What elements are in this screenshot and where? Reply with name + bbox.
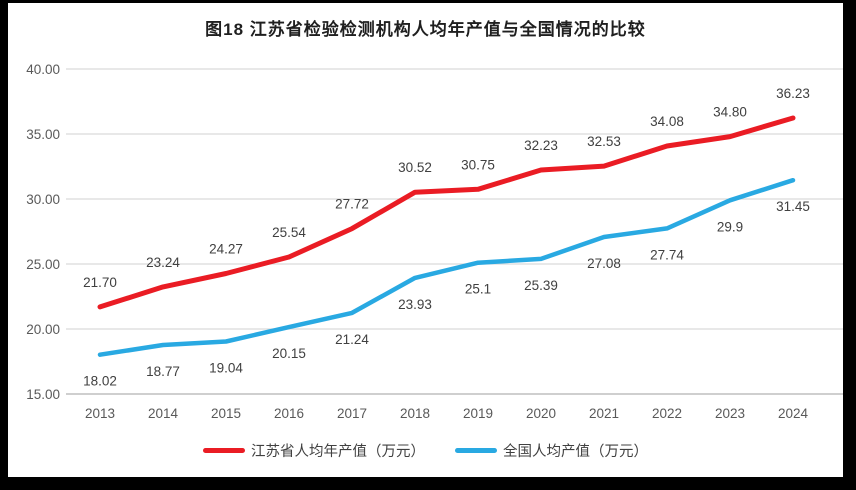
chart-title: 图18 江苏省检验检测机构人均年产值与全国情况的比较 — [205, 20, 646, 39]
x-axis-label: 2024 — [778, 406, 809, 421]
data-label-series-0: 30.52 — [398, 160, 432, 175]
data-label-series-1: 18.77 — [146, 364, 180, 379]
data-label-series-1: 19.04 — [209, 360, 243, 375]
legend-item-national: 全国人均产值（万元） — [455, 440, 648, 461]
x-axis-label: 2017 — [337, 406, 367, 421]
national-series-swatch-icon — [455, 448, 497, 453]
x-axis-label: 2014 — [148, 406, 179, 421]
y-tick-label: 35.00 — [26, 127, 60, 142]
y-tick-label: 15.00 — [26, 387, 60, 402]
line-chart: 40.00 35.00 30.00 25.00 20.00 15.00 2013 2014 20… — [26, 62, 843, 421]
data-label-series-1: 27.08 — [587, 256, 621, 271]
chart-legend: 江苏省人均年产值（万元） 全国人均产值（万元） — [8, 440, 843, 461]
legend-label-national: 全国人均产值（万元） — [503, 444, 648, 460]
x-axis-label: 2022 — [652, 406, 682, 421]
legend-item-jiangsu: 江苏省人均年产值（万元） — [203, 440, 425, 461]
y-tick-label: 40.00 — [26, 62, 60, 77]
data-label-series-1: 27.74 — [650, 247, 684, 262]
jiangsu-series-swatch-icon — [203, 448, 245, 453]
y-tick-label: 25.00 — [26, 257, 60, 272]
data-label-series-0: 23.24 — [146, 255, 180, 270]
y-tick-label: 30.00 — [26, 192, 60, 207]
data-label-series-0: 27.72 — [335, 197, 369, 212]
data-label-series-0: 25.54 — [272, 225, 306, 240]
data-label-series-0: 21.70 — [83, 275, 117, 290]
x-axis-label: 2021 — [589, 406, 619, 421]
series-line-0 — [97, 115, 796, 310]
data-label-series-1: 25.1 — [465, 282, 491, 297]
x-axis-label: 2020 — [526, 406, 556, 421]
y-tick-label: 20.00 — [26, 322, 60, 337]
x-axis-label: 2019 — [463, 406, 493, 421]
legend-label-jiangsu: 江苏省人均年产值（万元） — [251, 444, 425, 460]
data-label-series-0: 34.08 — [650, 114, 684, 129]
data-label-series-0: 34.80 — [713, 105, 747, 120]
x-axis-label: 2023 — [715, 406, 745, 421]
x-axis-label: 2013 — [85, 406, 115, 421]
data-label-series-1: 25.39 — [524, 278, 558, 293]
data-label-series-1: 18.02 — [83, 374, 117, 389]
chart-card: 图18 江苏省检验检测机构人均年产值与全国情况的比较 40.00 35.00 30.… — [8, 3, 843, 477]
data-label-series-1: 29.9 — [717, 219, 743, 234]
data-label-series-0: 36.23 — [776, 86, 810, 101]
data-label-series-0: 32.23 — [524, 138, 558, 153]
x-axis-label: 2016 — [274, 406, 304, 421]
series-line-1 — [97, 177, 796, 357]
data-label-series-0: 30.75 — [461, 157, 495, 172]
x-axis-label: 2015 — [211, 406, 241, 421]
data-label-series-1: 23.93 — [398, 297, 432, 312]
data-label-series-1: 31.45 — [776, 199, 810, 214]
data-label-series-1: 21.24 — [335, 332, 369, 347]
data-label-series-0: 32.53 — [587, 134, 621, 149]
data-label-series-0: 24.27 — [209, 241, 243, 256]
data-label-series-1: 20.15 — [272, 346, 306, 361]
x-axis-label: 2018 — [400, 406, 430, 421]
